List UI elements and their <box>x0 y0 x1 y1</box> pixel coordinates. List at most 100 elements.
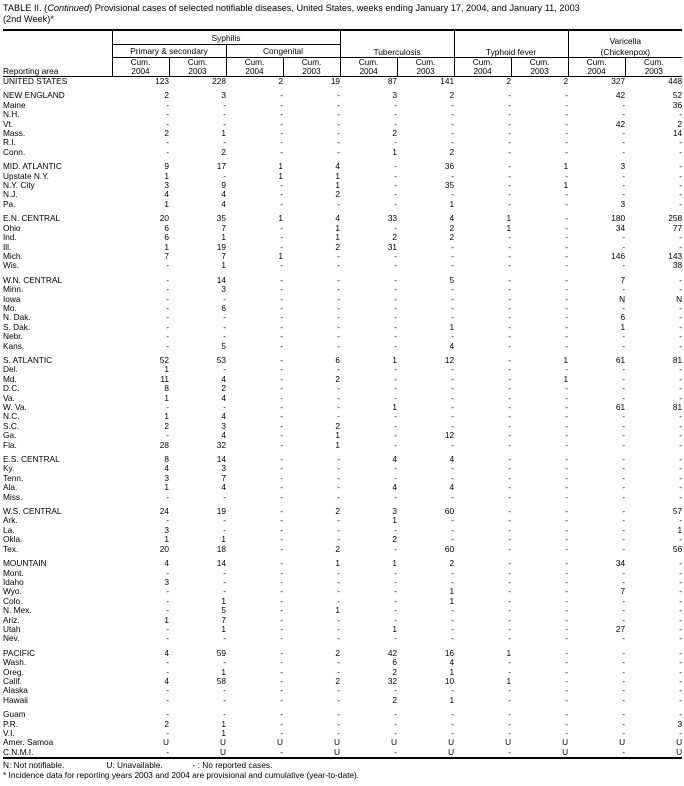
cell-value: - <box>166 340 169 351</box>
cell-value: 61 <box>615 402 626 412</box>
row-area-label: Mont. <box>3 567 24 578</box>
cell-value: - <box>394 576 398 587</box>
cell-value: - <box>451 605 455 616</box>
row-area-label: Tenn. <box>3 472 24 483</box>
cell-value: 19 <box>216 506 226 517</box>
cell-value: 6 <box>164 232 169 243</box>
cell-value: - <box>280 118 283 129</box>
cell-value: - <box>337 633 341 644</box>
cell-value: - <box>565 128 569 139</box>
row-area-label: Ohio <box>3 222 21 233</box>
cell-value: - <box>280 605 283 616</box>
row-area-label: E.N. CENTRAL <box>3 213 61 224</box>
cell-value: - <box>166 657 169 668</box>
cell-value: - <box>565 491 569 502</box>
cell-value: 1 <box>677 524 683 535</box>
cell-value: - <box>508 430 512 441</box>
cell-value: 42 <box>387 647 398 658</box>
table-title-continued: Continued <box>47 3 90 13</box>
cell-value: - <box>280 430 283 441</box>
cell-value: - <box>508 472 512 483</box>
cell-value: - <box>280 534 283 545</box>
cell-value: N <box>676 293 683 304</box>
cell-value: - <box>679 439 683 450</box>
cell-value: - <box>280 99 283 110</box>
cell-value: - <box>508 161 512 172</box>
cell-value: - <box>451 170 455 181</box>
cell-value: 14 <box>216 558 226 569</box>
cell-value: - <box>166 302 169 313</box>
cell-value: U <box>562 737 569 748</box>
table-row: Ill. 1 19 - 2 31 - - - - - <box>3 242 682 252</box>
cell-value: - <box>565 392 569 403</box>
cell-value: - <box>337 482 341 493</box>
cell-value: - <box>394 472 398 483</box>
cell-value: 2 <box>335 543 341 554</box>
table-row: R.I. - - - - - - - - - - <box>3 138 682 148</box>
cell-value: - <box>280 90 283 101</box>
cell-value: 2 <box>164 420 169 431</box>
cell-value: 7 <box>620 274 626 285</box>
cell-value: 1 <box>449 595 455 606</box>
cell-value: 1 <box>506 213 512 224</box>
cell-value: - <box>565 567 569 578</box>
cell-value: 9 <box>221 180 226 191</box>
cell-value: 2 <box>278 76 283 86</box>
row-area-label: Ky. <box>3 463 15 474</box>
cell-value: - <box>508 198 512 209</box>
cell-value: 1 <box>221 623 226 634</box>
cell-value: 34 <box>615 558 626 569</box>
cell-value: - <box>679 576 683 587</box>
cell-value: 448 <box>668 76 683 86</box>
cell-value: 81 <box>672 402 683 412</box>
table-row: UNITED STATES 123 228 2 19 87 141 2 2 327 448 <box>3 76 683 87</box>
cell-value: - <box>280 180 283 191</box>
cell-value: - <box>223 524 226 535</box>
table-row: N.C. 1 4 - - - - - - - - <box>3 411 682 422</box>
col-subgroup-congenital: Congenital <box>225 44 341 58</box>
cell-value: - <box>622 383 626 394</box>
cell-value: 5 <box>449 274 455 285</box>
cell-value: - <box>508 232 512 243</box>
cell-value: - <box>337 472 341 483</box>
cell-value: 42 <box>615 90 626 101</box>
varicella-label-line1: Varicella <box>609 36 642 46</box>
cell-value: - <box>337 321 341 332</box>
cell-value: - <box>565 605 569 616</box>
cell-value: - <box>280 284 283 295</box>
cell-value: 61 <box>615 354 626 365</box>
col-group-syphilis: Syphilis <box>111 30 341 45</box>
cell-value: - <box>451 463 455 474</box>
cell-value: U <box>220 737 226 748</box>
cell-value: - <box>508 543 512 554</box>
cell-value: - <box>280 321 283 332</box>
cell-value: 12 <box>444 354 455 365</box>
cell-value: - <box>280 364 283 375</box>
row-area-label: NEW ENGLAND <box>3 90 65 101</box>
cell-value: 4 <box>164 189 169 200</box>
cell-value: - <box>622 576 626 587</box>
cell-value: - <box>337 524 341 535</box>
cell-value: - <box>394 373 398 384</box>
cell-value: - <box>223 633 226 644</box>
row-area-label: Nebr. <box>3 331 23 342</box>
cell-value: 4 <box>164 558 169 569</box>
cell-value: 11 <box>160 373 169 384</box>
cell-value: - <box>166 694 169 705</box>
cell-value: 57 <box>672 506 683 517</box>
row-area-label: Md. <box>3 373 17 384</box>
cell-value: 2 <box>392 666 398 677</box>
cell-value: - <box>337 586 341 597</box>
cell-value: - <box>394 302 398 313</box>
cell-value: 52 <box>159 354 169 365</box>
cell-value: - <box>679 331 683 342</box>
table-row: N.J. 4 4 - 2 - - - - - - <box>3 189 682 200</box>
cell-value: - <box>337 411 341 422</box>
cell-value: - <box>394 99 398 110</box>
cell-value: - <box>508 364 512 375</box>
cell-value: 1 <box>335 170 341 181</box>
table-title-prefix: TABLE II. ( <box>3 3 48 13</box>
cell-value: - <box>337 595 341 606</box>
cell-value: - <box>223 709 226 720</box>
cell-value: - <box>565 558 569 569</box>
